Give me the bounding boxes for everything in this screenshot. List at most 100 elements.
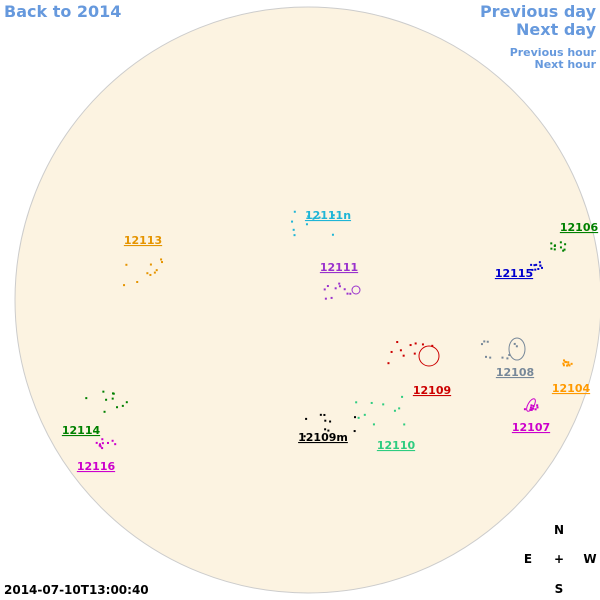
sunspot xyxy=(564,243,567,246)
previous-day-link[interactable]: Previous day xyxy=(480,2,597,21)
region-label[interactable]: 12111n xyxy=(305,209,351,222)
sunspot xyxy=(529,408,532,411)
sunspot xyxy=(111,439,114,442)
sunspot xyxy=(559,241,562,244)
sunspot xyxy=(401,395,404,398)
sunspot xyxy=(370,401,373,404)
sunspot xyxy=(160,258,163,261)
sunspot xyxy=(112,392,115,395)
back-link[interactable]: Back to 2014 xyxy=(4,2,121,21)
region-label[interactable]: 12106 xyxy=(560,221,599,234)
sunspot xyxy=(101,438,104,441)
sunspot xyxy=(319,413,322,416)
sunspot xyxy=(332,214,335,217)
region-label[interactable]: 12109m xyxy=(298,431,348,444)
sunspot xyxy=(403,423,406,426)
sunspot xyxy=(421,343,424,346)
sunspot xyxy=(530,408,533,411)
sunspot xyxy=(338,282,341,285)
region-label[interactable]: 12108 xyxy=(496,366,534,379)
sunspot xyxy=(567,361,570,364)
sunspot xyxy=(486,340,489,343)
sunspot xyxy=(534,268,537,271)
compass-west: W xyxy=(583,552,596,566)
sunspot xyxy=(326,285,329,288)
sunspot xyxy=(485,355,488,358)
sunspot xyxy=(540,266,543,269)
region-label[interactable]: 12115 xyxy=(495,267,533,280)
region-label[interactable]: 12116 xyxy=(77,460,116,473)
region-label[interactable]: 12111 xyxy=(320,261,358,274)
sunspot xyxy=(530,263,533,266)
next-day-link[interactable]: Next day xyxy=(516,20,597,39)
sunspot xyxy=(508,353,511,356)
sunspot xyxy=(515,345,518,348)
sunspot xyxy=(533,264,536,267)
sunspot xyxy=(305,223,308,226)
sunspot xyxy=(149,263,152,266)
sunspot xyxy=(346,292,349,295)
sunspot xyxy=(343,288,346,291)
sunspot xyxy=(508,337,526,361)
next-hour-link[interactable]: Next hour xyxy=(535,58,597,71)
sunspot xyxy=(334,287,337,290)
sunspot xyxy=(559,246,562,249)
sunspot xyxy=(103,410,106,413)
sunspot xyxy=(413,352,416,355)
sunspot xyxy=(562,249,565,252)
sunspot xyxy=(402,354,405,357)
region-label[interactable]: 12113 xyxy=(124,234,162,247)
region-labels: 12113 12111n 12111 12106 12115 12108 12109 1210… xyxy=(62,209,599,473)
sunspot xyxy=(353,430,356,433)
sunspot xyxy=(312,217,315,220)
sunspot xyxy=(149,273,152,276)
sunspot xyxy=(101,447,104,450)
sunspot xyxy=(536,406,539,409)
sunspots xyxy=(85,210,573,450)
sunspot xyxy=(526,398,536,412)
sunspot xyxy=(398,407,401,410)
region-label[interactable]: 12109 xyxy=(413,384,451,397)
sunspot xyxy=(329,420,332,423)
sunspot xyxy=(382,403,385,406)
previous-hour-link[interactable]: Previous hour xyxy=(510,46,597,59)
solar-disk xyxy=(14,6,600,594)
sunspot xyxy=(293,210,296,213)
sunspot xyxy=(125,263,128,266)
sunspot xyxy=(553,248,556,251)
sunspot xyxy=(318,216,321,219)
sunspot xyxy=(418,345,440,367)
sunspot xyxy=(563,248,566,251)
sunspot xyxy=(483,340,486,343)
sunspot xyxy=(99,445,102,448)
region-label[interactable]: 12104 xyxy=(552,382,591,395)
sunspot xyxy=(291,220,294,223)
sunspot xyxy=(501,356,504,359)
sunspot xyxy=(480,343,483,346)
sunspot xyxy=(323,288,326,291)
sunspot xyxy=(529,406,532,409)
sunspot xyxy=(539,264,542,267)
sunspot xyxy=(101,442,104,445)
sunspot xyxy=(307,215,310,218)
sunspot xyxy=(414,342,417,345)
sunspot xyxy=(303,435,306,438)
sunspot xyxy=(323,413,326,416)
sunspot xyxy=(324,419,327,422)
sunspot xyxy=(363,413,366,416)
sunspot xyxy=(534,408,537,411)
sunspot xyxy=(146,272,149,275)
sunspot xyxy=(531,268,534,271)
sunspot xyxy=(372,423,375,426)
compass-east: E xyxy=(524,552,532,566)
sunspot xyxy=(489,356,492,359)
region-label[interactable]: 12107 xyxy=(512,421,550,434)
sunspot xyxy=(293,234,296,237)
sunspot xyxy=(550,247,553,250)
region-label[interactable]: 12110 xyxy=(377,439,416,452)
sunspot xyxy=(536,404,539,407)
sunspot xyxy=(431,344,434,347)
region-label[interactable]: 12114 xyxy=(62,424,101,437)
sunspot xyxy=(396,341,399,344)
